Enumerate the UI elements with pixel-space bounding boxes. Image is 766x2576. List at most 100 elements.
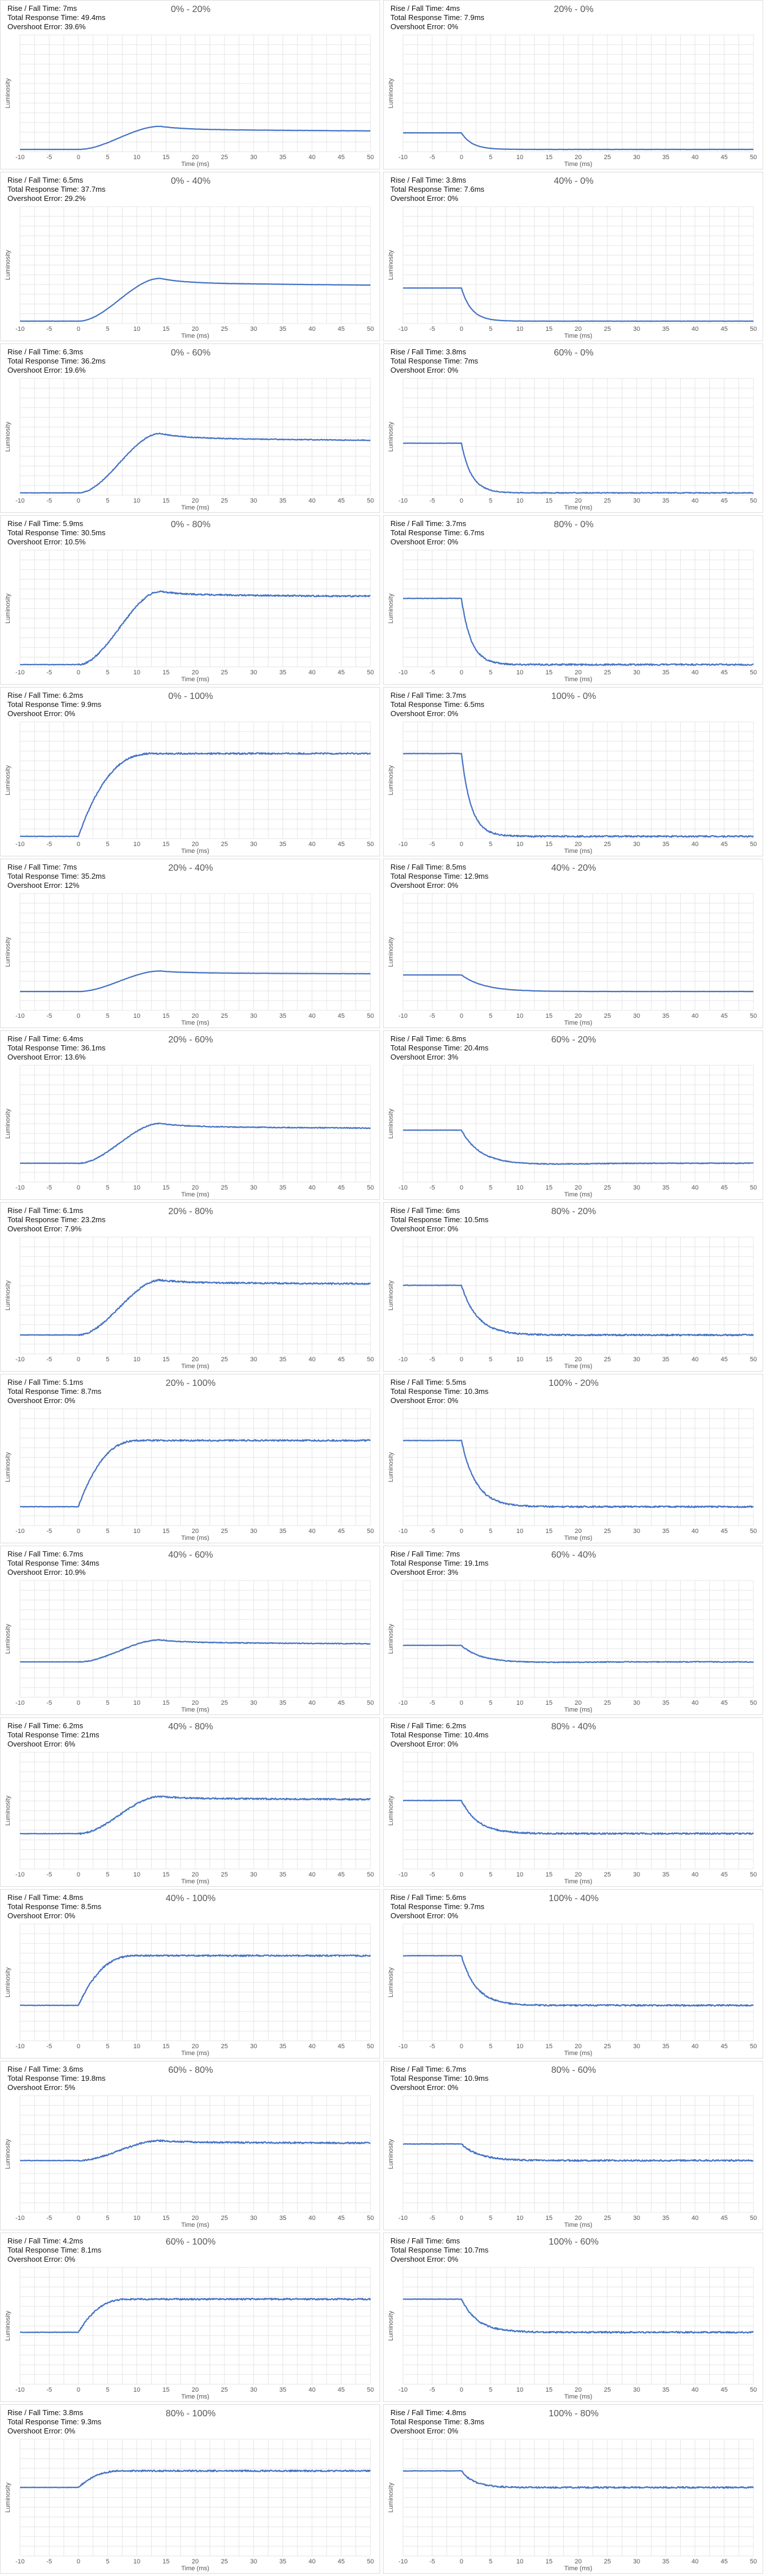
x-tick-label: 35 [279, 1184, 286, 1191]
overshoot-error-text: Overshoot Error: 0% [390, 2083, 488, 2092]
total-response-time-text: Total Response Time: 10.5ms [390, 1215, 488, 1224]
x-tick-label: 35 [662, 1700, 669, 1706]
x-tick-label: 40 [309, 2387, 315, 2393]
overshoot-error-text: Overshoot Error: 0% [390, 709, 484, 718]
overshoot-error-text-label: Overshoot Error: [7, 881, 65, 890]
x-tick-label: 0 [460, 1528, 463, 1535]
x-tick-label: 40 [309, 1013, 315, 1020]
chart-panel: Rise / Fall Time: 6.5ms Total Response Ti… [0, 172, 380, 341]
x-tick-label: 50 [750, 669, 757, 676]
total-response-time-text-label: Total Response Time: [7, 528, 81, 537]
x-tick-label: -10 [398, 1871, 408, 1878]
overshoot-error-text: Overshoot Error: 0% [390, 881, 488, 890]
rise-fall-time-text-label: Rise / Fall Time: [7, 4, 63, 13]
chart-panel: Rise / Fall Time: 6.7ms Total Response Ti… [383, 2061, 763, 2230]
x-tick-label: 10 [516, 154, 523, 161]
x-tick-label: 0 [460, 1184, 463, 1191]
x-tick-label: 20 [575, 2387, 582, 2393]
x-tick-label: 30 [633, 1184, 640, 1191]
overshoot-error-text-value: 0% [447, 538, 459, 546]
x-tick-label: 50 [367, 2387, 374, 2393]
x-tick-label: 45 [721, 1184, 728, 1191]
x-tick-label: 0 [77, 497, 80, 504]
x-tick-label: 20 [575, 1356, 582, 1363]
x-tick-label: -10 [398, 154, 408, 161]
x-tick-label: 30 [633, 2043, 640, 2050]
y-axis-label: Luminosity [388, 1108, 394, 1139]
x-tick-label: 40 [309, 1700, 315, 1706]
x-tick-label: 30 [250, 2215, 257, 2222]
panel-title: 40% - 60% [168, 1550, 214, 1560]
line-plot: -10 -5 0 5 10 15 20 25 30 35 40 45 50 Time (ms) Lumino… [5, 206, 374, 339]
x-tick-label: 15 [163, 497, 169, 504]
x-tick-label: 10 [133, 1700, 140, 1706]
stats-block: Rise / Fall Time: 4.2ms Total Response Ti… [7, 2237, 101, 2264]
rise-fall-time-text: Rise / Fall Time: 5.1ms [7, 1378, 101, 1387]
x-tick-label: 45 [338, 497, 345, 504]
x-tick-label: 5 [106, 1356, 109, 1363]
stats-block: Rise / Fall Time: 6.5ms Total Response Ti… [7, 176, 105, 203]
overshoot-error-text-label: Overshoot Error: [390, 538, 448, 546]
total-response-time-text-label: Total Response Time: [7, 872, 81, 880]
x-tick-label: 40 [692, 154, 698, 161]
x-tick-label: 20 [192, 1528, 199, 1535]
panel-title: 60% - 100% [165, 2237, 216, 2247]
rise-fall-time-text-value: 6.1ms [62, 1206, 84, 1215]
x-tick-label: 25 [604, 1528, 611, 1535]
x-tick-label: 35 [662, 1013, 669, 1020]
total-response-time-text-label: Total Response Time: [390, 357, 464, 365]
x-tick-label: 40 [309, 1871, 315, 1878]
x-tick-label: -5 [46, 2387, 52, 2393]
total-response-time-text-value: 37.7ms [81, 185, 106, 193]
x-tick-label: 35 [662, 1528, 669, 1535]
x-tick-label: -10 [398, 2387, 408, 2393]
luminosity-trace [402, 752, 754, 838]
rise-fall-time-text-label: Rise / Fall Time: [390, 2408, 446, 2417]
overshoot-error-text-value: 3% [447, 1053, 459, 1061]
line-plot: -10 -5 0 5 10 15 20 25 30 35 40 45 50 Time (ms) Lumino… [5, 721, 374, 855]
total-response-time-text: Total Response Time: 12.9ms [390, 872, 488, 881]
panel-title: 80% - 0% [554, 520, 594, 530]
x-tick-label: 10 [133, 1871, 140, 1878]
total-response-time-text-value: 34ms [81, 1559, 100, 1567]
x-tick-label: 0 [460, 2387, 463, 2393]
rise-fall-time-text-value: 7ms [445, 1550, 460, 1558]
chart-panel: Rise / Fall Time: 5.6ms Total Response Ti… [383, 1889, 763, 2059]
overshoot-error-text-value: 0% [447, 1224, 459, 1233]
x-tick-label: 35 [662, 2387, 669, 2393]
stats-block: Rise / Fall Time: 3.8ms Total Response Ti… [390, 176, 484, 203]
stats-block: Rise / Fall Time: 6ms Total Response Time… [390, 1206, 488, 1234]
x-tick-label: 20 [192, 2215, 199, 2222]
x-tick-label: 15 [546, 841, 552, 848]
x-tick-label: 5 [106, 1184, 109, 1191]
overshoot-error-text: Overshoot Error: 0% [390, 22, 484, 31]
x-tick-label: 20 [575, 154, 582, 161]
total-response-time-text-value: 8.5ms [81, 1902, 102, 1911]
x-tick-label: 30 [250, 841, 257, 848]
x-tick-label: -10 [15, 497, 25, 504]
rise-fall-time-text-label: Rise / Fall Time: [7, 1550, 63, 1558]
overshoot-error-text: Overshoot Error: 12% [7, 881, 105, 890]
x-tick-label: 25 [604, 1356, 611, 1363]
x-tick-label: -10 [15, 326, 25, 333]
x-tick-label: 5 [489, 2043, 492, 2050]
x-tick-label: 45 [338, 1184, 345, 1191]
x-tick-label: 10 [516, 2558, 523, 2565]
x-tick-label: 35 [279, 2387, 286, 2393]
x-tick-label: 40 [692, 1184, 698, 1191]
panel-title: 80% - 40% [551, 1722, 597, 1732]
x-tick-label: 0 [460, 1356, 463, 1363]
x-tick-label: 0 [460, 669, 463, 676]
luminosity-trace [19, 590, 371, 666]
panel-title: 20% - 0% [554, 5, 594, 14]
x-tick-label: 20 [192, 841, 199, 848]
overshoot-error-text-label: Overshoot Error: [7, 538, 65, 546]
x-tick-label: 20 [192, 1871, 199, 1878]
x-tick-label: 45 [721, 326, 728, 333]
x-axis-label: Time (ms) [181, 676, 209, 683]
x-tick-label: 40 [692, 497, 698, 504]
overshoot-error-text-value: 39.6% [64, 22, 86, 31]
x-tick-label: -5 [429, 1184, 435, 1191]
y-axis-label: Luminosity [5, 78, 11, 108]
overshoot-error-text-value: 0% [447, 194, 459, 203]
